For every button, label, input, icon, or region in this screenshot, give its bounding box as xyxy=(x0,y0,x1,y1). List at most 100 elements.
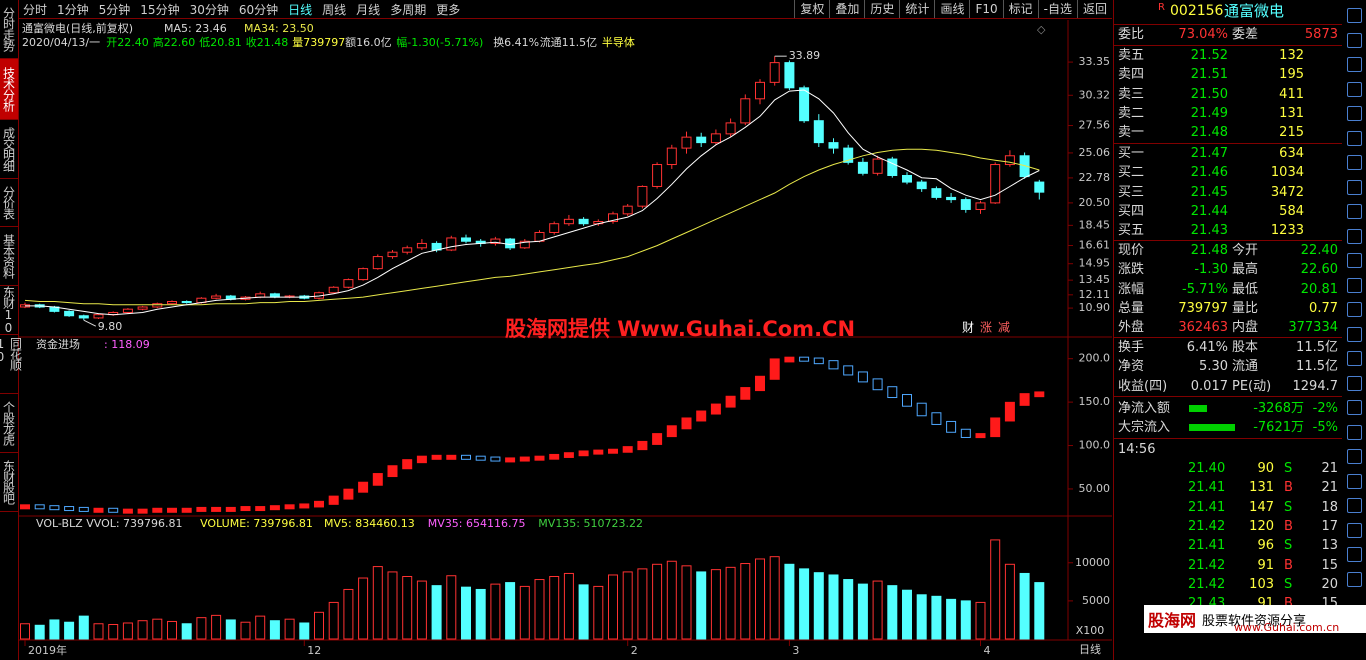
period-tab[interactable]: 分时 xyxy=(23,2,48,17)
y-tick-label: 14.95 xyxy=(1079,257,1111,270)
tool-icon[interactable] xyxy=(1347,253,1362,268)
separator xyxy=(1114,337,1342,338)
tool-icon[interactable] xyxy=(1347,32,1362,48)
info-item: 量739797 xyxy=(292,36,345,49)
tool-button[interactable]: F10 xyxy=(969,0,1002,18)
period-tab[interactable]: 5分钟 xyxy=(98,2,131,17)
fund-step xyxy=(490,456,501,462)
tool-button[interactable]: 叠加 xyxy=(829,0,864,18)
stat-row: 现价 21.48 今开 22.40 xyxy=(1114,241,1342,260)
fund-step xyxy=(740,387,751,400)
side-tab[interactable]: 技术分析 xyxy=(0,59,18,120)
tool-icon[interactable] xyxy=(1347,277,1362,293)
cell: 21.43 xyxy=(1190,223,1228,239)
fund-step xyxy=(78,506,89,512)
cell: 涨幅 xyxy=(1118,281,1145,297)
sidebar: 分时走势 技术分析 成交明细 分价表 基本资料 东财10 同花顺10 个股龙虎 东财股吧 xyxy=(0,0,23,660)
tool-icon[interactable] xyxy=(1347,302,1362,317)
info-item: 收21.48 xyxy=(246,35,288,49)
tool-icon[interactable] xyxy=(1347,498,1362,513)
tool-button[interactable]: 历史 xyxy=(864,0,899,18)
candle-body xyxy=(181,301,192,304)
tool-icon[interactable] xyxy=(1347,57,1362,72)
volume-bar xyxy=(34,624,45,640)
watermark: 股海网提供 Www.Guhai.Com.CN xyxy=(505,317,855,341)
fund-step xyxy=(519,456,530,462)
period-tab[interactable]: 月线 xyxy=(356,2,381,17)
period-tab[interactable]: 日线 xyxy=(288,2,313,17)
volume-bar xyxy=(608,574,618,640)
tool-button[interactable]: 统计 xyxy=(899,0,934,18)
tool-button[interactable]: -自选 xyxy=(1037,0,1077,18)
tool-icon[interactable] xyxy=(1347,326,1362,342)
cell: -5% xyxy=(1312,420,1338,436)
period-tab[interactable]: 周线 xyxy=(322,2,347,17)
tool-icon[interactable] xyxy=(1347,400,1362,415)
side-tab[interactable]: 分时走势 xyxy=(0,0,18,59)
volume-bar xyxy=(652,563,663,640)
tool-icon[interactable] xyxy=(1347,204,1362,219)
tool-button[interactable]: 画线 xyxy=(934,0,969,18)
order-row: 买二 21.46 1034 xyxy=(1114,163,1342,182)
side-tab[interactable]: 分价表 xyxy=(0,179,18,227)
candle-body xyxy=(578,218,589,225)
cell: 5.30 xyxy=(1199,359,1228,375)
side-tab[interactable]: 基本资料 xyxy=(0,227,18,286)
tool-icon[interactable] xyxy=(1347,8,1362,23)
banner-text: 股海网 xyxy=(1148,611,1197,630)
period-tab[interactable]: 15分钟 xyxy=(140,2,180,17)
side-tab[interactable]: 东财10 xyxy=(0,286,18,335)
period-tab[interactable]: 更多 xyxy=(436,2,461,17)
volume-bar xyxy=(813,572,824,640)
candle-body xyxy=(872,158,883,174)
volume-bar xyxy=(828,574,839,640)
event-tag: 涨 xyxy=(980,320,992,335)
cell: 13 xyxy=(1321,538,1338,554)
side-tab[interactable]: 个股龙虎 xyxy=(0,394,18,453)
tick-row: 21.40 90 S 21 xyxy=(1114,459,1342,478)
candle-body xyxy=(343,279,354,288)
cell: 6.41% xyxy=(1186,340,1228,355)
fund-step xyxy=(387,465,398,478)
order-row: 卖三 21.50 411 xyxy=(1114,85,1342,104)
tool-icon[interactable] xyxy=(1347,130,1362,146)
volume-bar xyxy=(946,598,957,640)
tool-icon[interactable] xyxy=(1347,473,1362,489)
cell: 21.49 xyxy=(1190,105,1228,121)
tool-button[interactable]: 返回 xyxy=(1076,0,1112,18)
tool-icon[interactable] xyxy=(1347,81,1362,97)
tool-icon[interactable] xyxy=(1347,228,1362,244)
tool-icon[interactable] xyxy=(1347,449,1362,464)
tool-icon[interactable] xyxy=(1347,179,1362,195)
volume-bar xyxy=(225,619,236,640)
period-tab[interactable]: 1分钟 xyxy=(57,2,89,17)
candle-body xyxy=(446,237,457,251)
tool-icon[interactable] xyxy=(1347,547,1362,562)
period-tab[interactable]: 60分钟 xyxy=(238,2,279,17)
cell: 411 xyxy=(1279,86,1304,102)
tool-button[interactable]: 标记 xyxy=(1002,0,1038,18)
tool-icon[interactable] xyxy=(1347,571,1362,587)
tool-button[interactable]: 复权 xyxy=(794,0,829,18)
cell: 90 xyxy=(1257,461,1274,476)
side-tab[interactable]: 成交明细 xyxy=(0,120,18,179)
tool-icon[interactable] xyxy=(1347,375,1362,391)
period-tab[interactable]: 多周期 xyxy=(390,2,427,17)
volume-bar xyxy=(857,583,868,640)
side-tab[interactable]: 同花顺10 xyxy=(0,337,23,394)
tool-icon[interactable] xyxy=(1347,155,1362,170)
tool-icon[interactable] xyxy=(1347,522,1362,538)
tool-icon[interactable] xyxy=(1347,424,1362,440)
volume-header: MV5: 834460.13 xyxy=(324,517,415,530)
tool-icon[interactable] xyxy=(1347,106,1362,121)
fund-step xyxy=(843,365,854,376)
y-tick-label: 12.11 xyxy=(1079,288,1111,301)
tool-icon[interactable] xyxy=(1347,351,1362,366)
info-item: 额16.0亿 xyxy=(345,36,392,49)
side-tab[interactable]: 东财股吧 xyxy=(0,453,18,512)
cell: 21.47 xyxy=(1190,146,1228,161)
candle-body xyxy=(461,237,471,242)
volume-bar xyxy=(137,620,148,640)
candle-body xyxy=(505,238,516,249)
period-tab[interactable]: 30分钟 xyxy=(189,2,229,17)
